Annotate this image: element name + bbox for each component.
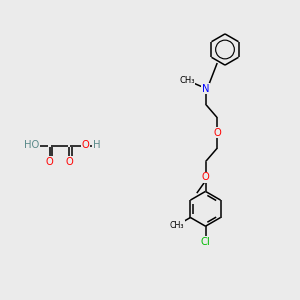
Text: HO: HO <box>24 140 39 151</box>
Text: Cl: Cl <box>201 237 210 247</box>
Text: O: O <box>82 140 89 151</box>
Text: N: N <box>202 83 209 94</box>
Text: O: O <box>202 172 209 182</box>
Text: H: H <box>93 140 100 151</box>
Text: O: O <box>65 157 73 167</box>
Text: O: O <box>213 128 221 138</box>
Text: CH₃: CH₃ <box>179 76 195 85</box>
Text: O: O <box>46 157 53 167</box>
Text: CH₃: CH₃ <box>170 221 184 230</box>
